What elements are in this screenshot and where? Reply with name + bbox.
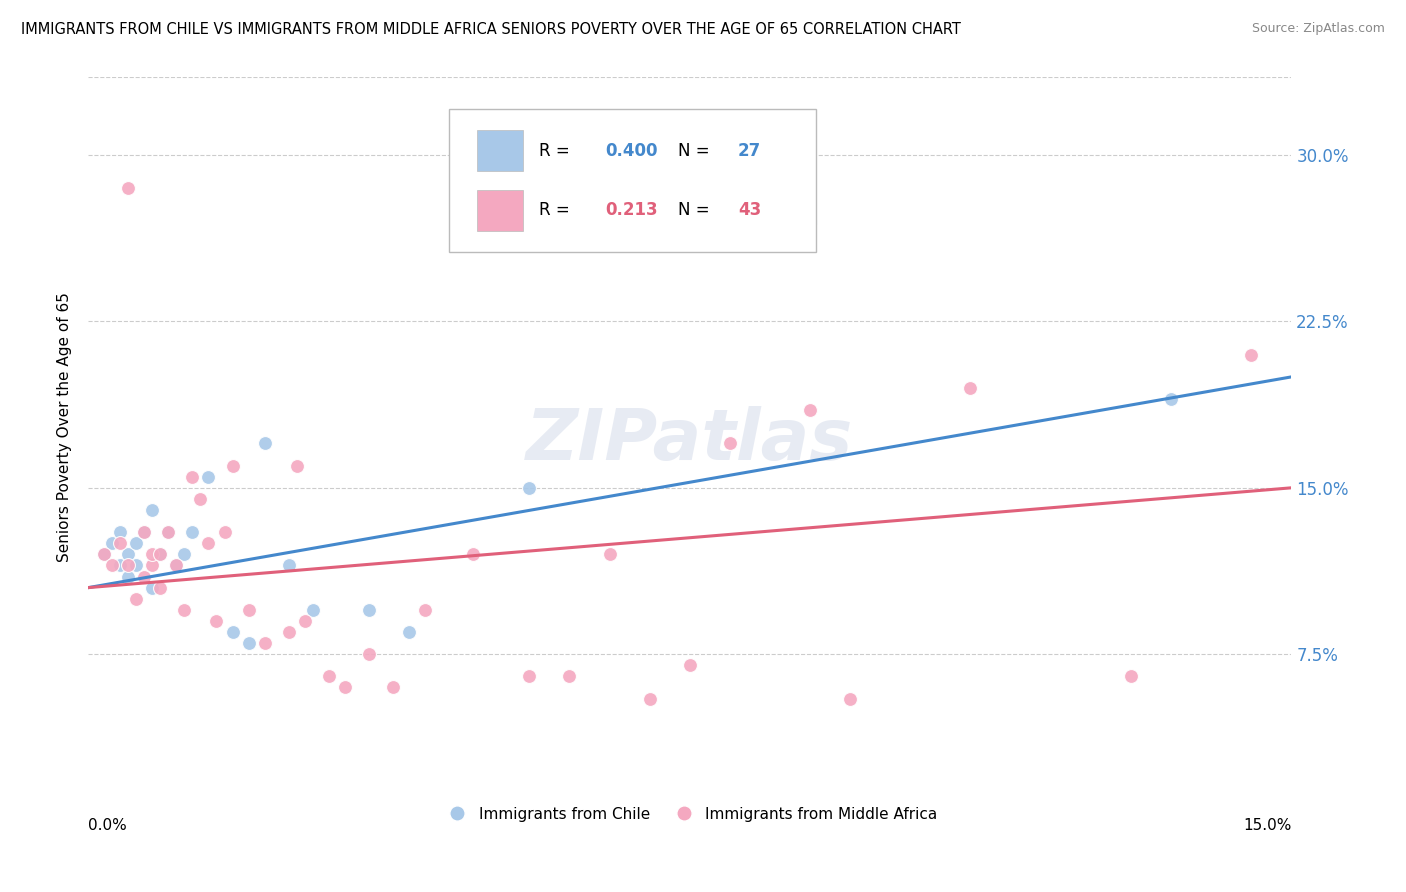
Point [959, 381, 981, 395]
Point [141, 558, 163, 573]
Point [134, 569, 156, 583]
Point [149, 581, 172, 595]
Point [173, 603, 195, 617]
Point [181, 469, 204, 483]
Text: IMMIGRANTS FROM CHILE VS IMMIGRANTS FROM MIDDLE AFRICA SENIORS POVERTY OVER THE : IMMIGRANTS FROM CHILE VS IMMIGRANTS FROM… [21, 22, 960, 37]
Point [839, 691, 862, 706]
Point [110, 525, 132, 540]
Point [197, 469, 219, 483]
Point [101, 536, 124, 550]
Point [110, 558, 132, 573]
Point [125, 591, 148, 606]
Point [125, 536, 148, 550]
Point [253, 436, 276, 450]
Point [333, 681, 356, 695]
Point [134, 525, 156, 540]
Point [799, 214, 821, 228]
Point [141, 581, 163, 595]
FancyBboxPatch shape [449, 109, 815, 252]
Y-axis label: Seniors Poverty Over the Age of 65: Seniors Poverty Over the Age of 65 [58, 292, 72, 562]
Point [285, 458, 308, 473]
Point [398, 625, 420, 640]
Point [558, 669, 581, 683]
Text: 0.0%: 0.0% [89, 818, 127, 833]
Point [318, 669, 340, 683]
Point [413, 603, 436, 617]
Text: 0.400: 0.400 [606, 142, 658, 160]
Point [599, 547, 621, 561]
Point [381, 681, 404, 695]
Text: 0.213: 0.213 [606, 202, 658, 219]
Point [238, 636, 260, 650]
Point [638, 691, 661, 706]
Point [301, 603, 323, 617]
Point [117, 181, 139, 195]
Point [165, 558, 187, 573]
Point [125, 558, 148, 573]
Point [517, 481, 540, 495]
Point [197, 536, 219, 550]
Point [141, 547, 163, 561]
Point [214, 525, 236, 540]
Point [93, 547, 115, 561]
Text: N =: N = [678, 202, 710, 219]
Text: R =: R = [540, 142, 569, 160]
Point [149, 547, 172, 561]
Point [157, 525, 180, 540]
Point [253, 636, 276, 650]
Text: ZIPatlas: ZIPatlas [526, 406, 853, 475]
Point [101, 558, 124, 573]
Point [238, 603, 260, 617]
Point [205, 614, 228, 628]
Point [190, 491, 212, 506]
Point [679, 658, 702, 673]
Point [718, 436, 741, 450]
Point [463, 547, 485, 561]
Point [173, 547, 195, 561]
Point [221, 458, 243, 473]
Point [357, 647, 380, 661]
Bar [477, 189, 523, 231]
Point [117, 569, 139, 583]
Point [357, 603, 380, 617]
Point [277, 558, 299, 573]
Point [93, 547, 115, 561]
Bar [477, 129, 523, 171]
Point [165, 558, 187, 573]
Point [221, 625, 243, 640]
Point [149, 547, 172, 561]
Point [157, 525, 180, 540]
Point [134, 525, 156, 540]
Point [181, 525, 204, 540]
Point [117, 558, 139, 573]
Text: Source: ZipAtlas.com: Source: ZipAtlas.com [1251, 22, 1385, 36]
Point [1240, 348, 1263, 362]
Point [141, 503, 163, 517]
Point [277, 625, 299, 640]
Point [117, 547, 139, 561]
Point [1160, 392, 1182, 406]
Text: 43: 43 [738, 202, 761, 219]
Legend: Immigrants from Chile, Immigrants from Middle Africa: Immigrants from Chile, Immigrants from M… [436, 801, 943, 828]
Point [799, 403, 821, 417]
Point [1119, 669, 1142, 683]
Text: N =: N = [678, 142, 710, 160]
Text: 15.0%: 15.0% [1243, 818, 1291, 833]
Point [294, 614, 316, 628]
Point [517, 669, 540, 683]
Text: R =: R = [540, 202, 569, 219]
Point [110, 536, 132, 550]
Text: 27: 27 [738, 142, 761, 160]
